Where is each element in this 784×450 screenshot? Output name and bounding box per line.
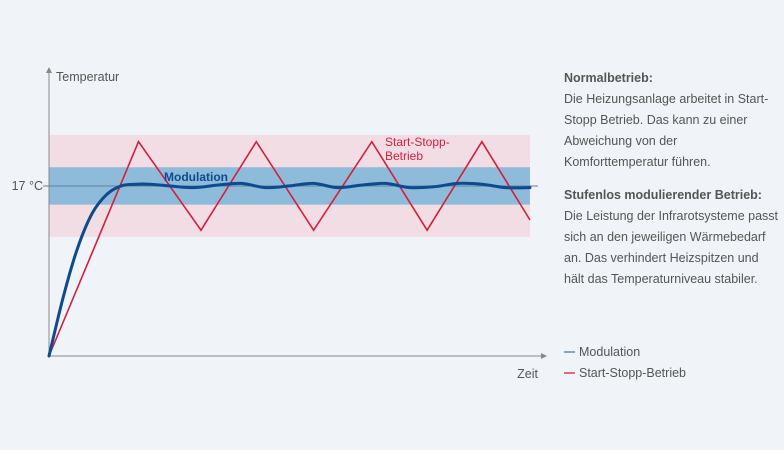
legend-label-start-stopp: Start-Stopp-Betrieb [579, 365, 686, 380]
explanation-panel: Normalbetrieb: Die Heizungsanlage arbeit… [564, 68, 779, 302]
x-axis-label: Zeit [517, 367, 538, 381]
start-stopp-label: Start-Stopp-Betrieb [385, 135, 450, 163]
y-tick-label-17: 17 °C [12, 179, 43, 193]
legend-swatch-modulation [564, 350, 575, 353]
normal-text: Die Heizungsanlage arbeitet in Start-Sto… [564, 92, 769, 169]
legend-label-modulation: Modulation [579, 344, 641, 359]
legend-item-start-stopp: Start-Stopp-Betrieb [564, 362, 686, 383]
stufen-text: Die Leistung der Infrarotsysteme passt s… [564, 209, 778, 286]
normal-heading: Normalbetrieb: [564, 71, 653, 85]
modulation-line [47, 181, 532, 358]
y-axis-arrow [46, 67, 52, 73]
x-axis-arrow [541, 353, 547, 359]
start-stopp-label-line: Betrieb [385, 149, 423, 163]
modulation-label: Modulation [164, 170, 228, 184]
stufen-heading: Stufenlos modulierender Betrieb: [564, 188, 762, 202]
start-stopp-line [48, 140, 531, 357]
temperature-chart: Temperatur Zeit 17 °C Modulation Start-Stopp… [12, 67, 547, 381]
legend-swatch-start-stopp [564, 371, 575, 374]
legend: Modulation Start-Stopp-Betrieb [564, 341, 686, 383]
legend-item-modulation: Modulation [564, 341, 686, 362]
y-axis-label: Temperatur [56, 70, 119, 84]
start-stopp-label-line: Start-Stopp- [385, 135, 450, 149]
